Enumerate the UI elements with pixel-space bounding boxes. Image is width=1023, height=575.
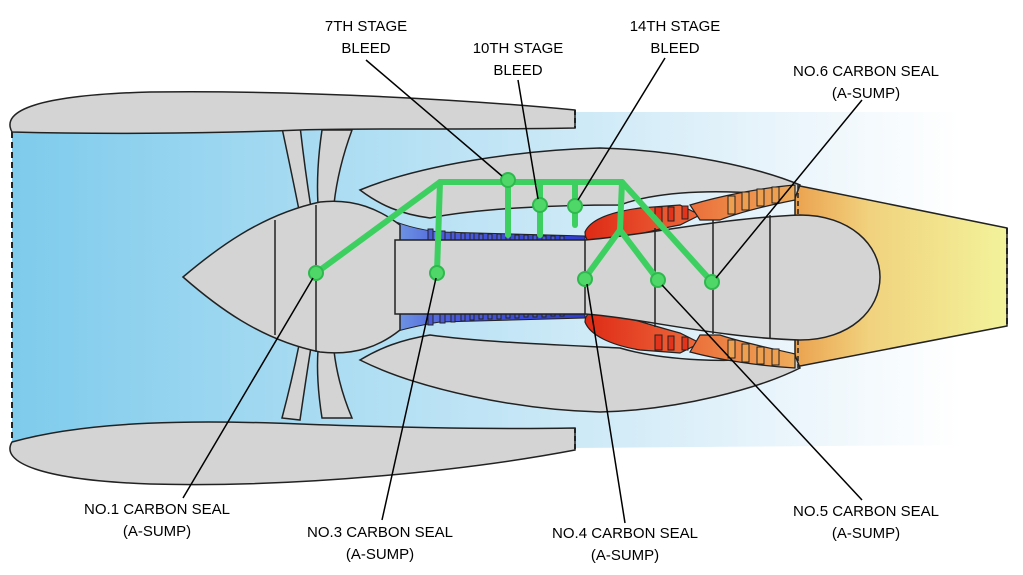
label-14th-stage-bleed: 14TH STAGE BLEED <box>629 18 721 57</box>
bleed-port-14th <box>567 198 583 214</box>
label-no1-carbon-seal: NO.1 CARBON SEAL (A-SUMP) <box>84 501 230 540</box>
bleed-port-7th <box>500 172 516 188</box>
leader-seal4 <box>586 283 626 524</box>
bleed-air-network <box>313 179 715 285</box>
nacelle-upper <box>9 90 576 135</box>
leader-7th <box>365 59 503 177</box>
seal-port-5 <box>650 272 666 288</box>
label-7th-stage-bleed: 7TH STAGE BLEED <box>324 18 408 57</box>
seal-port-1 <box>308 265 324 281</box>
seal-port-4 <box>577 271 593 287</box>
leader-seal5 <box>661 284 863 501</box>
core-inner-body <box>394 214 881 341</box>
leader-seal1 <box>182 277 314 499</box>
nacelle-lower <box>9 421 576 486</box>
bleed-port-10th <box>532 197 548 213</box>
turbine-blades <box>727 186 780 366</box>
bleed-ports <box>308 172 720 290</box>
leader-10th <box>517 79 539 200</box>
label-no6-carbon-seal: NO.6 CARBON SEAL (A-SUMP) <box>793 63 939 102</box>
seal-port-6 <box>704 274 720 290</box>
leader-seal3 <box>381 277 437 521</box>
seal-port-3 <box>429 265 445 281</box>
label-no3-carbon-seal: NO.3 CARBON SEAL (A-SUMP) <box>307 524 453 563</box>
leader-seal6 <box>715 99 863 279</box>
label-10th-stage-bleed: 10TH STAGE BLEED <box>472 40 564 79</box>
leader-14th <box>577 57 666 201</box>
leader-lines <box>182 57 863 524</box>
label-no4-carbon-seal: NO.4 CARBON SEAL (A-SUMP) <box>552 525 698 564</box>
label-no5-carbon-seal: NO.5 CARBON SEAL (A-SUMP) <box>793 503 939 542</box>
